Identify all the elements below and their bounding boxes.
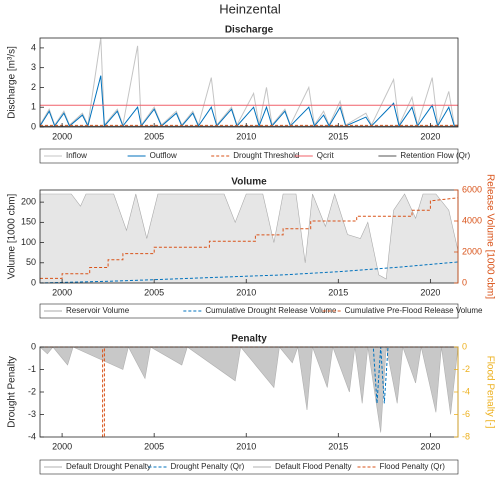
- legend-label: Default Flood Penalty: [275, 462, 352, 471]
- y-tick-label: 0: [31, 341, 36, 351]
- y-tick-label: 2: [31, 82, 36, 92]
- line: [39, 261, 459, 284]
- legend-label: Retention Flow (Qr): [400, 151, 470, 160]
- plot-frame: [39, 37, 459, 128]
- area: [39, 346, 459, 433]
- y2-tick-label: -6: [462, 409, 470, 419]
- legend-label: Qcrit: [317, 151, 335, 160]
- subplot-title: Discharge: [225, 25, 274, 36]
- subplot-title: Volume: [231, 177, 267, 188]
- y-tick-label: 0: [31, 277, 36, 287]
- y-axis-label: Drought Penalty: [7, 356, 18, 428]
- x-tick-label: 2010: [236, 287, 256, 297]
- subplot-title: Penalty: [231, 334, 267, 345]
- y2-axis-label: Flood Penalty [-]: [484, 356, 495, 429]
- line: [39, 37, 458, 127]
- y-tick-label: 200: [21, 197, 36, 207]
- y-axis-label: Discharge [m³/s]: [7, 46, 18, 119]
- x-tick-label: 2020: [420, 131, 440, 141]
- line: [39, 75, 458, 128]
- figure-title: Heinzental: [219, 1, 281, 16]
- legend-label: Cumulative Drought Release Volume: [205, 306, 337, 315]
- x-tick-label: 2000: [52, 131, 72, 141]
- x-tick-label: 2020: [420, 287, 440, 297]
- y2-tick-label: -8: [462, 431, 470, 441]
- y-tick-label: -3: [28, 409, 36, 419]
- y2-tick-label: 6000: [462, 184, 482, 194]
- y-tick-label: 0: [31, 121, 36, 131]
- y-tick-label: -1: [28, 364, 36, 374]
- y-axis-label: Volume [1000 cbm]: [7, 193, 18, 279]
- y-tick-label: 4: [31, 42, 36, 52]
- x-tick-label: 2000: [52, 287, 72, 297]
- area: [39, 192, 459, 284]
- legend-label: Default Drought Penalty: [66, 462, 151, 471]
- legend-label: Drought Threshold: [233, 151, 299, 160]
- y-tick-label: -2: [28, 386, 36, 396]
- x-tick-label: 2005: [144, 131, 164, 141]
- x-tick-label: 2005: [144, 287, 164, 297]
- y2-tick-label: -2: [462, 364, 470, 374]
- x-tick-label: 2005: [144, 441, 164, 451]
- legend: [39, 459, 459, 475]
- x-tick-label: 2015: [328, 131, 348, 141]
- x-tick-label: 2010: [236, 441, 256, 451]
- legend-label: Cumulative Pre-Flood Release Volume: [345, 306, 483, 315]
- legend-label: Outflow: [150, 151, 177, 160]
- y-tick-label: 50: [26, 257, 36, 267]
- y-tick-label: -4: [28, 431, 36, 441]
- x-tick-label: 2000: [52, 441, 72, 451]
- y-tick-label: 3: [31, 62, 36, 72]
- legend-label: Drought Penalty (Qr): [171, 462, 245, 471]
- y2-tick-label: -4: [462, 386, 470, 396]
- y2-tick-label: 0: [462, 277, 467, 287]
- x-tick-label: 2015: [328, 441, 348, 451]
- y-tick-label: 150: [21, 217, 36, 227]
- legend: [39, 148, 459, 164]
- x-tick-label: 2020: [420, 441, 440, 451]
- legend-label: Inflow: [66, 151, 87, 160]
- y2-axis-label: Release Volume [1000 cbm]: [484, 174, 495, 299]
- legend-label: Reservoir Volume: [66, 306, 130, 315]
- x-tick-label: 2015: [328, 287, 348, 297]
- y-tick-label: 1: [31, 102, 36, 112]
- legend-label: Flood Penalty (Qr): [380, 462, 446, 471]
- legend: [39, 303, 459, 319]
- y2-tick-label: 0: [462, 341, 467, 351]
- y-tick-label: 100: [21, 237, 36, 247]
- y2-tick-label: 2000: [462, 246, 482, 256]
- x-tick-label: 2010: [236, 131, 256, 141]
- y2-tick-label: 4000: [462, 215, 482, 225]
